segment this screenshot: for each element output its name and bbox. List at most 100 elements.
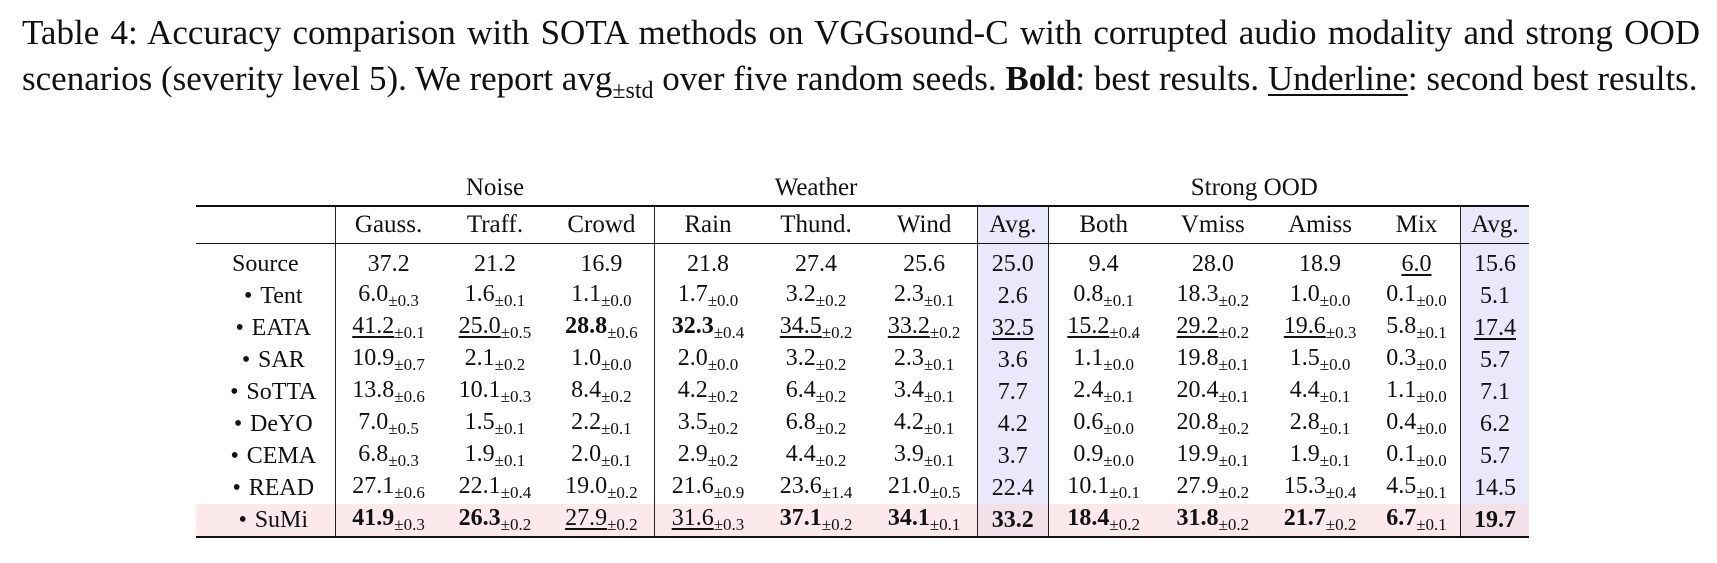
- cell-value: 2.3: [893, 281, 924, 307]
- caption-underline-word: Underline: [1267, 59, 1408, 98]
- table-cell: 10.1±0.1: [1047, 472, 1159, 504]
- cell-std: ±0.2: [815, 291, 847, 310]
- cell-std: ±0.3: [394, 515, 425, 534]
- table-cell: 1.1±0.0: [1047, 344, 1159, 376]
- table-cell: 22.4: [976, 472, 1049, 504]
- cell-std: ±0.0: [601, 355, 632, 374]
- method-label: SAR: [258, 346, 305, 373]
- column-header-row: Gauss. Traff. Crowd Rain Thund. Wind Avg. Both V…: [196, 205, 1529, 244]
- cell-value: 10.9: [352, 345, 395, 371]
- cell-value: 6.2: [1479, 410, 1510, 437]
- cell-value: 21.7: [1283, 505, 1326, 531]
- table-cell: 22.1±0.4: [441, 472, 548, 504]
- cell-std: ±0.0: [707, 355, 739, 374]
- table-cell: 27.1±0.6: [334, 472, 442, 504]
- cell-std: ±0.6: [394, 387, 425, 406]
- table-cell: 21.8: [654, 243, 761, 280]
- cell-value: 5.1: [1479, 282, 1510, 309]
- cell-value: 34.5: [779, 313, 822, 339]
- cell-value: 21.6: [671, 473, 714, 499]
- method-header: [196, 205, 336, 244]
- table-cell: 4.5±0.1: [1373, 472, 1460, 504]
- bullet-icon: •: [230, 442, 239, 469]
- method-name: • Tent: [196, 280, 335, 312]
- table-cell: 0.6±0.0: [1047, 408, 1159, 440]
- table-cell: 15.2±0.4: [1047, 312, 1159, 344]
- cell-value: 5.7: [1479, 442, 1510, 469]
- cell-value: 32.3: [671, 313, 714, 339]
- cell-value: 13.8: [352, 377, 395, 403]
- cell-std: ±0.2: [707, 387, 739, 406]
- table-cell: 2.0±0.1: [549, 440, 655, 472]
- table-cell: 1.1±0.0: [549, 280, 655, 312]
- table-cell: 5.8±0.1: [1373, 312, 1460, 344]
- column-header: Amiss: [1266, 205, 1374, 244]
- method-name: • SAR: [196, 344, 335, 376]
- column-header: Both: [1047, 205, 1159, 244]
- table-cell: 37.2: [334, 243, 442, 280]
- cell-value: 3.6: [997, 346, 1028, 373]
- cell-std: ±0.1: [923, 355, 955, 374]
- cell-value: 1.5: [464, 409, 495, 435]
- cell-std: ±0.3: [1325, 323, 1357, 342]
- cell-value: 6.4: [785, 377, 816, 403]
- cell-std: ±0.1: [1319, 419, 1351, 438]
- cell-std: ±0.0: [1416, 291, 1447, 310]
- table-cell: 33.2±0.2: [871, 312, 977, 344]
- table-cell: 15.6: [1459, 243, 1529, 280]
- cell-value: 2.1: [464, 345, 495, 371]
- cell-std: ±0.1: [1103, 291, 1134, 310]
- cell-std: ±0.1: [923, 387, 955, 406]
- cell-value: 37.1: [779, 505, 822, 531]
- table-cell: 1.5±0.1: [441, 408, 548, 440]
- cell-value: 27.9: [565, 505, 608, 531]
- cell-std: ±0.0: [1416, 451, 1447, 470]
- column-header: Thund.: [760, 205, 872, 244]
- table-cell: 10.9±0.7: [334, 344, 442, 376]
- table-cell: 5.1: [1459, 280, 1529, 312]
- cell-value: 3.5: [677, 409, 708, 435]
- cell-value: 21.2: [473, 250, 516, 277]
- cell-value: 1.1: [1073, 345, 1104, 371]
- table-row: • SoTTA 13.8±0.6 10.1±0.3 8.4±0.2 4.2±0.2 6.4±…: [196, 376, 1529, 408]
- bullet-icon: •: [241, 346, 251, 373]
- table-row: Source 37.2 21.2 16.9 21.8 27.4 25.6 25.0 9.4 28.…: [196, 243, 1529, 281]
- table-cell: 1.6±0.1: [441, 280, 548, 312]
- results-table: Noise Weather Strong OOD Gauss. Traff. Crowd R…: [196, 171, 1529, 538]
- cell-value: 2.0: [571, 441, 602, 467]
- cell-std: ±0.0: [1103, 451, 1134, 470]
- cell-std: ±0.4: [1325, 483, 1357, 502]
- column-header: Traff.: [441, 205, 549, 244]
- table-cell: 6.2: [1459, 408, 1529, 440]
- cell-std: ±0.2: [1218, 515, 1250, 534]
- table-cell: 4.2±0.1: [871, 408, 977, 440]
- cell-std: ±0.3: [713, 515, 745, 534]
- bullet-icon: •: [238, 506, 247, 533]
- method-label: SuMi: [254, 506, 309, 533]
- cell-std: ±0.2: [607, 483, 638, 502]
- table-row: • READ 27.1±0.6 22.1±0.4 19.0±0.2 21.6±0.9 23.…: [196, 472, 1529, 504]
- table-cell: 2.0±0.0: [654, 344, 761, 376]
- cell-value: 15.6: [1473, 250, 1516, 277]
- cell-value: 19.8: [1176, 345, 1219, 371]
- table-cell: 2.2±0.1: [549, 408, 655, 440]
- cell-value: 31.8: [1176, 505, 1219, 531]
- table-cell: 20.4±0.1: [1159, 376, 1267, 408]
- table-cell: 6.0: [1373, 244, 1460, 281]
- method-label: READ: [248, 474, 315, 501]
- cell-value: 2.3: [893, 345, 924, 371]
- table-cell: 6.4±0.2: [761, 376, 872, 408]
- cell-std: ±0.1: [1218, 451, 1250, 470]
- table-cell: 27.9±0.2: [548, 504, 655, 538]
- cell-value: 27.9: [1176, 473, 1219, 499]
- table-cell: 2.1±0.2: [441, 344, 548, 376]
- table-cell: 3.2±0.2: [761, 280, 872, 312]
- table-cell: 14.5: [1459, 472, 1529, 504]
- cell-std: ±0.7: [394, 355, 425, 374]
- cell-value: 1.6: [464, 281, 495, 307]
- cell-std: ±0.2: [815, 419, 847, 438]
- cell-value: 9.4: [1088, 250, 1119, 277]
- table-cell: 3.9±0.1: [871, 440, 977, 472]
- method-label: Source: [232, 250, 299, 277]
- cell-value: 20.8: [1176, 409, 1219, 435]
